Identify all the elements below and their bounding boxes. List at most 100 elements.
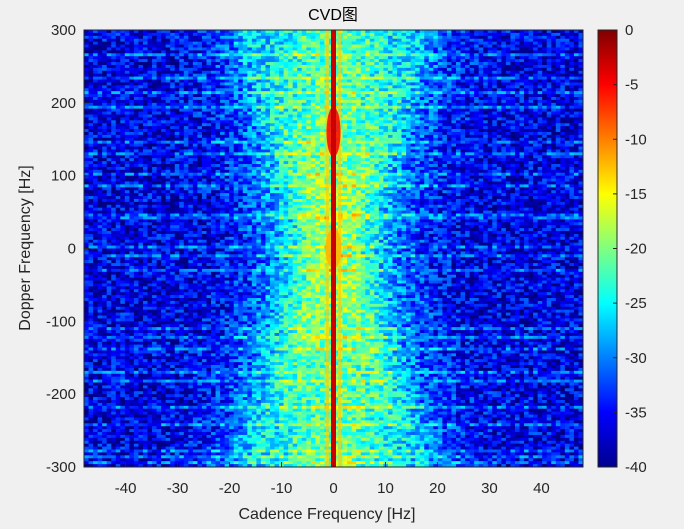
heatmap-cell — [397, 47, 403, 51]
heatmap-cell — [542, 94, 548, 98]
heatmap-cell — [465, 97, 471, 101]
heatmap-cell — [269, 99, 276, 104]
heatmap-cell — [374, 137, 380, 142]
heatmap-cell — [224, 62, 230, 66]
heatmap-cell — [292, 152, 298, 156]
heatmap-cell — [179, 123, 185, 127]
heatmap-cell — [170, 123, 176, 127]
heatmap-cell — [369, 152, 375, 156]
heatmap-cell — [492, 67, 498, 72]
heatmap-cell — [537, 67, 543, 72]
heatmap-cell — [537, 35, 543, 40]
heatmap-cell — [478, 47, 484, 51]
heatmap-cell — [238, 35, 244, 40]
heatmap-cell — [247, 35, 253, 40]
heatmap-cell — [238, 79, 244, 83]
heatmap-cell — [111, 134, 117, 139]
heatmap-cell — [442, 158, 448, 162]
heatmap-cell — [514, 117, 520, 121]
heatmap-cell — [174, 44, 180, 48]
heatmap-cell — [229, 129, 235, 133]
heatmap-cell — [528, 99, 534, 104]
heatmap-cell — [283, 140, 289, 145]
heatmap-cell — [147, 111, 153, 115]
heatmap-cell — [551, 41, 557, 46]
heatmap-cell — [524, 126, 530, 130]
heatmap-cell — [120, 149, 126, 153]
heatmap-cell — [179, 126, 185, 130]
heatmap-cell — [505, 158, 511, 162]
heatmap-cell — [374, 73, 380, 78]
heatmap-cell — [460, 53, 466, 57]
heatmap-cell — [528, 155, 534, 159]
heatmap-cell — [478, 62, 484, 66]
heatmap-cell — [514, 140, 520, 145]
heatmap-cell — [560, 94, 566, 98]
heatmap-cell — [542, 149, 548, 153]
heatmap-cell — [274, 35, 280, 40]
heatmap-cell — [170, 53, 176, 57]
heatmap-cell — [501, 131, 507, 136]
heatmap-cell — [342, 44, 348, 48]
heatmap-cell — [465, 62, 471, 66]
heatmap-cell — [401, 85, 407, 89]
heatmap-cell — [161, 97, 167, 101]
heatmap-cell — [269, 152, 276, 156]
heatmap-cell — [142, 30, 149, 34]
heatmap-cell — [129, 73, 135, 78]
heatmap-cell — [124, 146, 130, 150]
heatmap-cell — [433, 70, 439, 75]
heatmap-cell — [129, 129, 135, 133]
heatmap-cell — [165, 120, 171, 124]
heatmap-cell — [551, 73, 557, 78]
heatmap-cell — [560, 76, 566, 81]
heatmap-cell — [505, 53, 511, 57]
heatmap-cell — [161, 117, 167, 121]
heatmap-cell — [410, 114, 416, 118]
heatmap-cell — [251, 140, 257, 145]
heatmap-cell — [265, 32, 271, 37]
heatmap-cell — [120, 70, 126, 75]
heatmap-cell — [419, 32, 425, 37]
heatmap-cell — [247, 67, 253, 72]
heatmap-cell — [274, 146, 280, 150]
heatmap-cell — [501, 79, 507, 83]
heatmap-cell — [560, 50, 566, 54]
heatmap-cell — [419, 152, 425, 156]
heatmap-cell — [573, 41, 579, 46]
heatmap-cell — [161, 129, 167, 133]
heatmap-cell — [505, 70, 511, 75]
heatmap-cell — [197, 50, 203, 54]
heatmap-cell — [229, 105, 235, 110]
heatmap-cell — [478, 158, 484, 162]
heatmap-cell — [501, 129, 507, 133]
heatmap-cell — [433, 53, 439, 57]
heatmap-cell — [142, 120, 149, 124]
heatmap-cell — [424, 62, 430, 66]
heatmap-cell — [260, 152, 266, 156]
heatmap-cell — [288, 32, 294, 37]
heatmap-cell — [383, 53, 389, 57]
heatmap-cell — [383, 155, 389, 159]
heatmap-cell — [133, 131, 139, 136]
heatmap-cell — [197, 91, 203, 95]
heatmap-cell — [115, 30, 121, 34]
heatmap-cell — [265, 120, 271, 124]
heatmap-cell — [220, 79, 226, 83]
heatmap-cell — [156, 102, 162, 107]
heatmap-cell — [392, 143, 398, 148]
heatmap-cell — [156, 143, 162, 148]
heatmap-cell — [256, 161, 262, 165]
heatmap-cell — [111, 146, 117, 150]
heatmap-cell — [342, 59, 348, 63]
heatmap-cell — [115, 102, 121, 107]
heatmap-cell — [555, 53, 561, 57]
heatmap-cell — [260, 111, 266, 115]
heatmap-cell — [156, 99, 162, 104]
heatmap-cell — [514, 64, 520, 69]
heatmap-cell — [369, 94, 375, 98]
heatmap-cell — [442, 105, 448, 110]
heatmap-cell — [510, 85, 516, 89]
heatmap-cell — [560, 88, 566, 92]
heatmap-cell — [161, 120, 167, 124]
